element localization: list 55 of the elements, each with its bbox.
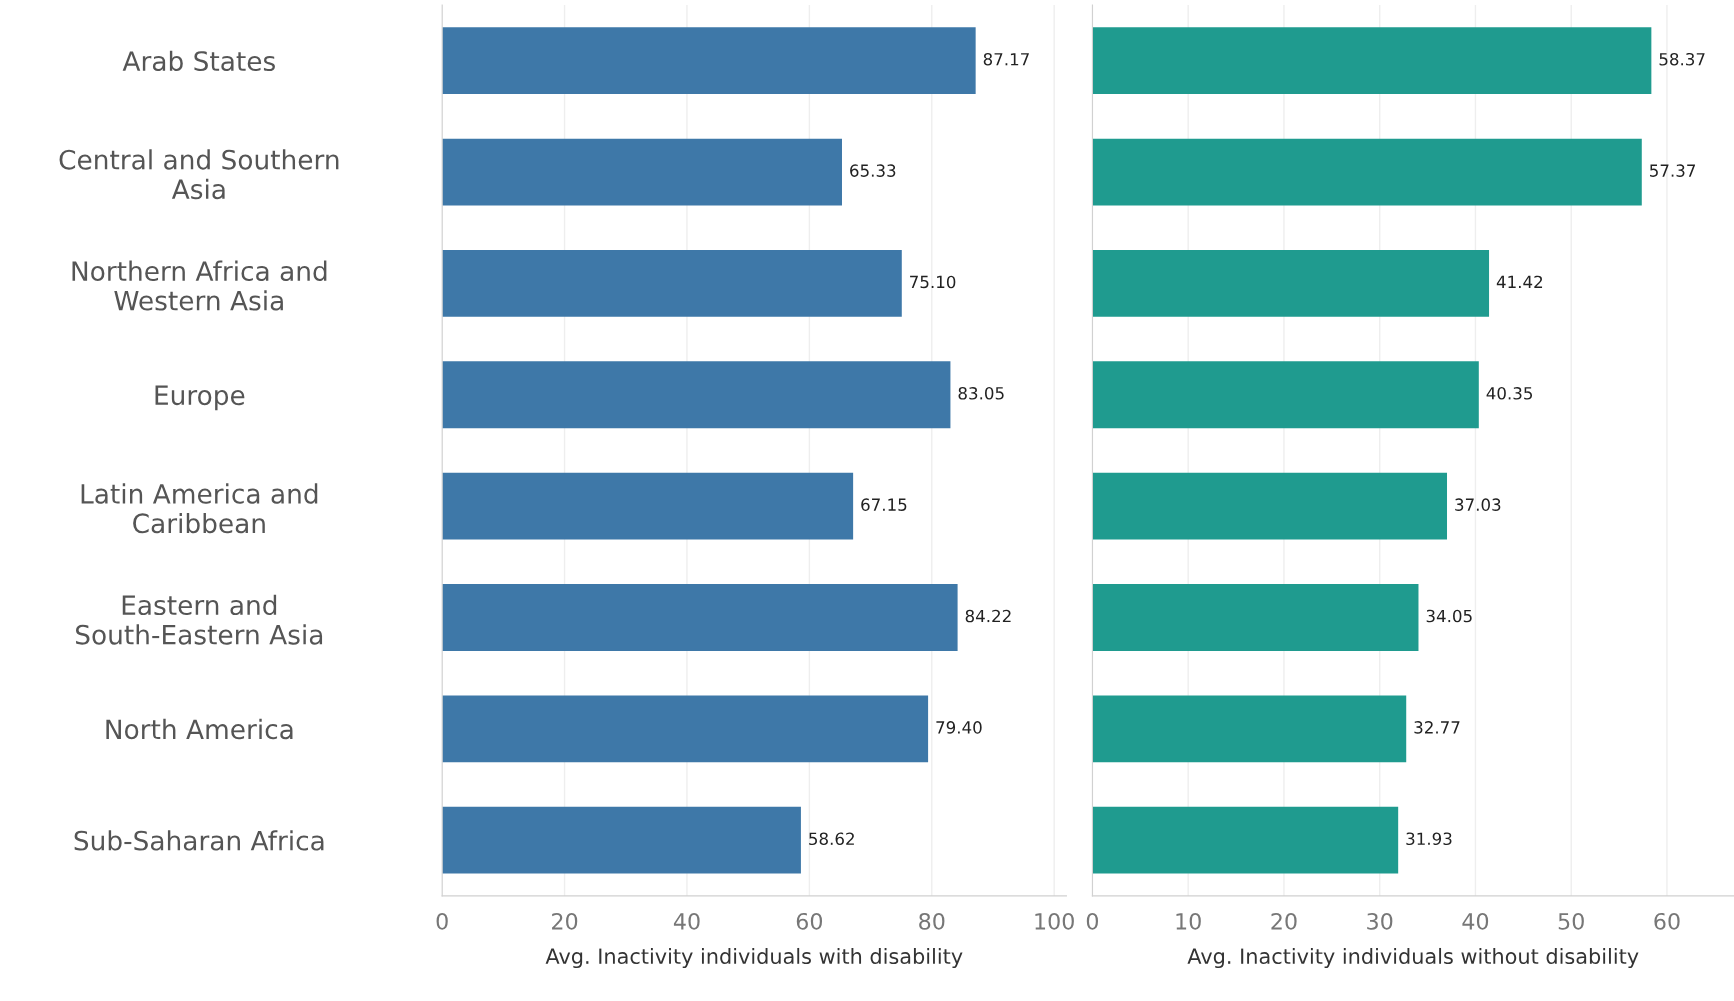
bar <box>1092 250 1490 317</box>
x-tick-label: 60 <box>796 912 823 930</box>
data-label: 87.17 <box>983 52 1029 66</box>
y-tick-label: Sub-Saharan Africa <box>74 830 324 851</box>
x-tick-label: 80 <box>919 912 945 930</box>
bar <box>442 361 951 429</box>
y-tick-label: Central and Southern Asia <box>59 149 339 200</box>
x-tick-label: 40 <box>1462 912 1489 930</box>
x-tick-label: 0 <box>1086 912 1099 930</box>
bar <box>1092 361 1479 429</box>
x-tick-label: 50 <box>1558 912 1584 930</box>
x-tick-label: 100 <box>1035 912 1074 930</box>
data-label: 65.33 <box>850 164 896 177</box>
x-axis-title: Avg. Inactivity individuals without disability <box>1187 947 1639 969</box>
bar <box>442 695 929 763</box>
bar <box>1092 695 1407 763</box>
x-tick-label: 30 <box>1367 912 1393 930</box>
bar <box>442 27 976 95</box>
x-tick-label: 10 <box>1176 912 1201 930</box>
y-tick-label: North America <box>106 718 293 740</box>
x-tick-label: 20 <box>552 912 578 930</box>
bar <box>442 472 854 540</box>
y-tick-label: Latin America and Caribbean <box>81 483 318 534</box>
bar <box>442 806 801 874</box>
x-tick-label: 60 <box>1654 912 1680 930</box>
bar <box>1092 584 1419 651</box>
x-tick-label: 0 <box>436 912 448 930</box>
bar <box>1092 806 1399 874</box>
data-label: 31.93 <box>1406 832 1452 846</box>
bar <box>1092 138 1642 206</box>
y-tick-label: Northern Africa and Western Asia <box>72 260 327 311</box>
bar <box>1092 27 1652 95</box>
bar <box>442 250 902 317</box>
data-label: 75.10 <box>910 275 956 289</box>
data-label: 67.15 <box>861 498 907 511</box>
x-axis-title: Avg. Inactivity individuals with disability <box>545 947 963 969</box>
y-tick-label: Europe <box>155 385 245 411</box>
data-label: 84.22 <box>965 609 1011 623</box>
y-tick-label: Eastern and South-Eastern Asia <box>75 594 323 645</box>
data-label: 41.42 <box>1496 275 1543 289</box>
y-tick-label: Arab States <box>122 50 275 72</box>
bar <box>1092 472 1448 540</box>
data-label: 58.62 <box>809 832 854 846</box>
data-label: 32.77 <box>1414 721 1460 734</box>
bar <box>442 138 842 206</box>
data-label: 79.40 <box>936 721 982 734</box>
data-label: 34.05 <box>1426 609 1472 623</box>
x-tick-label: 40 <box>673 912 700 930</box>
bar <box>442 584 958 651</box>
data-label: 57.37 <box>1650 164 1696 177</box>
data-label: 83.05 <box>958 387 1004 400</box>
data-label: 40.35 <box>1486 387 1533 400</box>
data-label: 58.37 <box>1659 52 1705 66</box>
x-tick-label: 20 <box>1271 912 1297 930</box>
data-label: 37.03 <box>1455 498 1501 511</box>
